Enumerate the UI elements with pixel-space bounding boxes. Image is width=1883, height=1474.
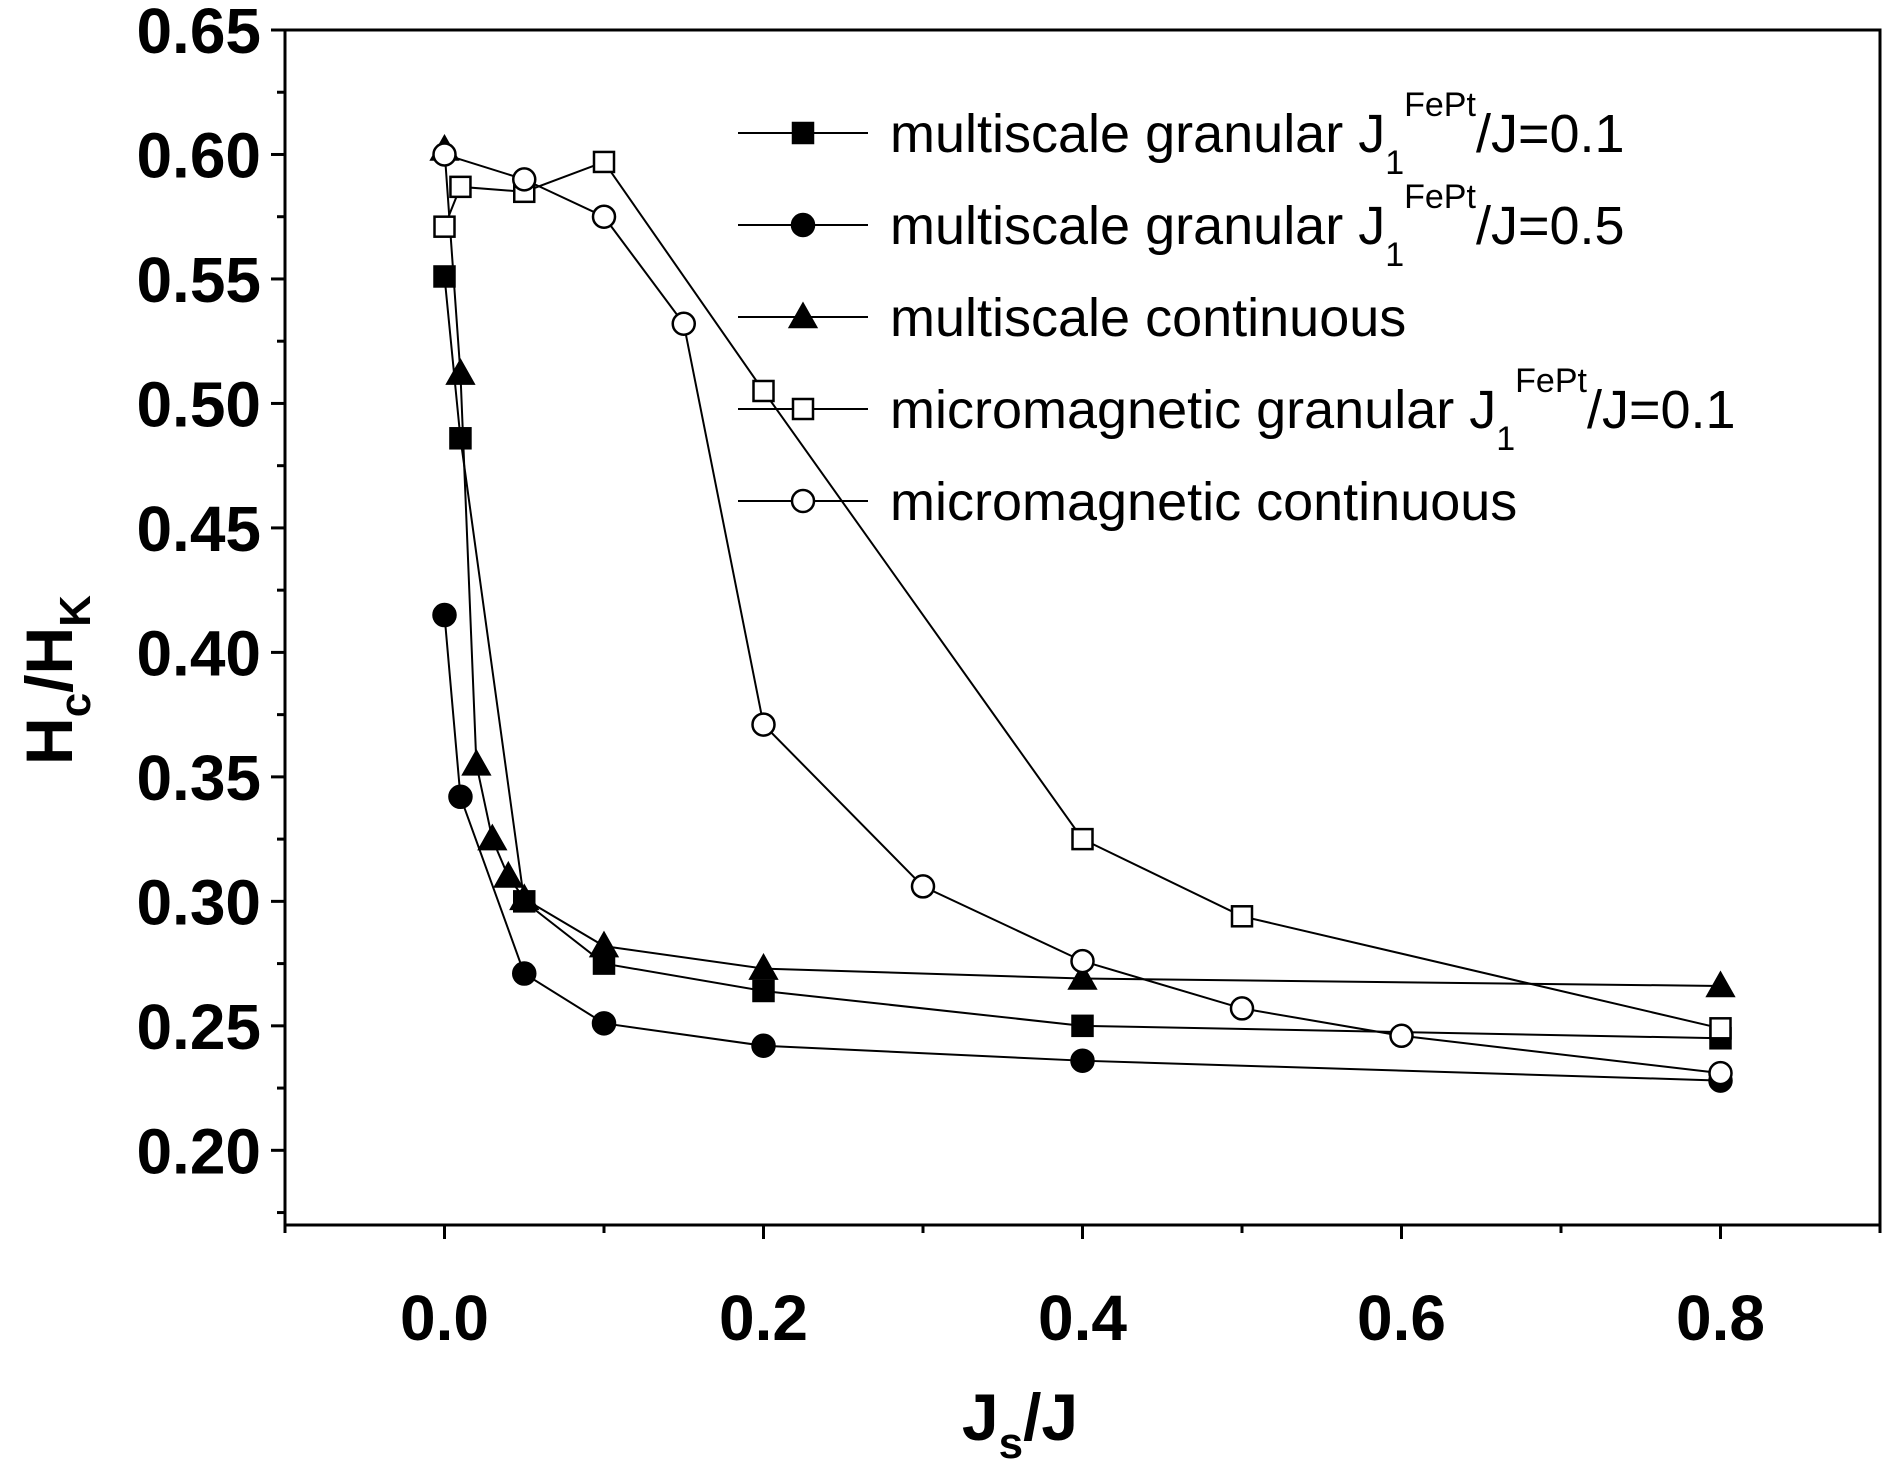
y-tick-label: 0.40 <box>136 617 261 689</box>
data-point <box>1709 1017 1732 1040</box>
legend-label: multiscale continuous <box>890 288 1406 348</box>
data-point <box>432 602 457 628</box>
y-tick-label: 0.25 <box>136 991 261 1063</box>
data-point <box>512 167 537 192</box>
series-line <box>443 149 1721 987</box>
legend: multiscale granular J1FePt/J=0.1multisca… <box>738 86 1736 532</box>
x-tick-label: 0.0 <box>400 1282 489 1354</box>
y-tick-label: 0.30 <box>136 866 261 938</box>
y-tick-label: 0.50 <box>136 368 261 440</box>
legend-item: micromagnetic continuous <box>738 472 1517 532</box>
data-point <box>592 150 616 174</box>
x-axis-ticks: 0.0 0.2 0.4 0.6 0.8 <box>283 1225 1882 1354</box>
data-point <box>751 712 776 737</box>
y-tick-label: 0.60 <box>136 119 261 191</box>
y-tick-label: 0.20 <box>136 1115 261 1187</box>
data-point <box>751 1033 776 1058</box>
data-point <box>591 204 617 229</box>
y-tick-label: 0.65 <box>136 0 261 67</box>
y-axis-ticks: 0.20 0.25 0.30 0.35 0.40 0.45 0.50 0.55 0.60 0.65 <box>136 0 285 1215</box>
legend-marker <box>791 121 815 145</box>
y-tick-label: 0.55 <box>136 244 261 316</box>
data-point <box>671 311 696 337</box>
data-point <box>477 823 508 851</box>
data-point <box>1708 1060 1733 1086</box>
x-axis-title: Js/J <box>962 1380 1078 1468</box>
data-point <box>1389 1023 1414 1049</box>
x-tick-label: 0.6 <box>1357 1282 1446 1354</box>
y-tick-label: 0.35 <box>136 742 261 814</box>
data-point <box>1229 996 1255 1021</box>
data-point <box>509 883 540 911</box>
data-point <box>910 874 936 899</box>
data-point <box>748 953 779 980</box>
x-tick-label: 0.4 <box>1038 1282 1127 1354</box>
series-3 <box>429 133 1736 998</box>
series-2 <box>432 602 1733 1093</box>
data-point <box>588 930 620 958</box>
data-point <box>449 175 472 199</box>
legend-label: multiscale granular J1FePt/J=0.1 <box>890 86 1625 182</box>
series-4 <box>433 150 1732 1040</box>
x-tick-label: 0.2 <box>719 1282 808 1354</box>
legend-label: micromagnetic continuous <box>890 472 1517 532</box>
data-point <box>591 1011 617 1036</box>
data-point <box>445 358 476 385</box>
data-point <box>752 979 775 1003</box>
x-tick-label: 0.8 <box>1676 1282 1765 1354</box>
data-point <box>1230 905 1254 928</box>
series-5 <box>432 142 1733 1086</box>
series-layer <box>429 133 1736 1093</box>
legend-item: micromagnetic granular J1FePt/J=0.1 <box>738 362 1736 458</box>
legend-marker <box>787 301 819 329</box>
data-point <box>1705 970 1736 998</box>
y-axis-title: Hc/HK <box>12 595 100 765</box>
data-point <box>512 961 537 986</box>
legend-marker <box>791 397 815 421</box>
data-point <box>1070 1048 1095 1073</box>
data-point <box>449 427 472 450</box>
data-point <box>433 265 456 288</box>
data-point <box>493 860 524 888</box>
series-line <box>444 153 1721 1075</box>
data-point <box>1070 948 1095 974</box>
data-point <box>1071 827 1094 851</box>
legend-label: multiscale granular J1FePt/J=0.5 <box>890 178 1625 274</box>
data-point <box>448 784 473 810</box>
legend-item: multiscale granular J1FePt/J=0.1 <box>738 86 1625 182</box>
data-point <box>1067 962 1098 990</box>
legend-marker <box>790 488 816 514</box>
legend-item: multiscale continuous <box>738 288 1406 348</box>
data-point <box>1071 1014 1094 1038</box>
legend-item: multiscale granular J1FePt/J=0.5 <box>738 178 1625 274</box>
data-point <box>461 748 492 776</box>
legend-marker <box>790 212 816 238</box>
y-tick-label: 0.45 <box>136 493 261 565</box>
legend-label: micromagnetic granular J1FePt/J=0.1 <box>890 362 1736 458</box>
data-point <box>433 215 456 238</box>
data-point <box>752 379 775 403</box>
data-point <box>432 142 457 167</box>
